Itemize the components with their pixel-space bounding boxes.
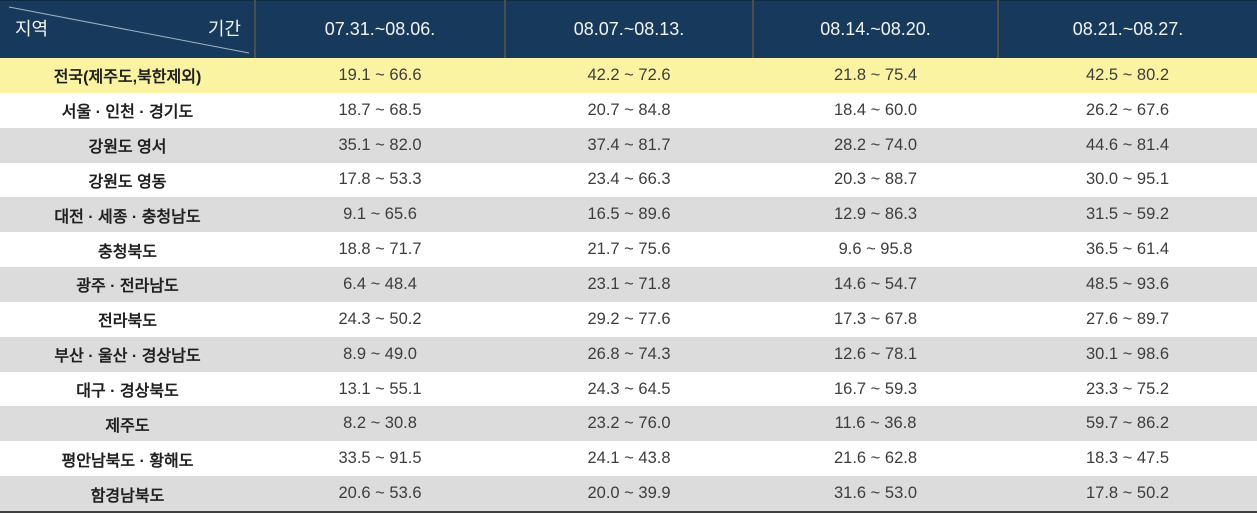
range-value-cell: 18.4 ~ 60.0 (753, 92, 998, 128)
range-value-cell: 33.5 ~ 91.5 (255, 441, 505, 477)
range-value-cell: 17.3 ~ 67.8 (753, 301, 998, 337)
range-value-cell: 18.8 ~ 71.7 (255, 232, 505, 268)
range-value-cell: 21.7 ~ 75.6 (505, 232, 753, 268)
range-value-cell: 31.5 ~ 59.2 (998, 197, 1257, 233)
table-row: 대구 · 경상북도 13.1 ~ 55.1 24.3 ~ 64.5 16.7 ~… (0, 371, 1257, 407)
region-name-cell: 함경남북도 (0, 476, 255, 513)
range-value-cell: 24.3 ~ 64.5 (505, 371, 753, 407)
region-name-cell: 평안남북도 · 황해도 (0, 441, 255, 477)
range-value-cell: 17.8 ~ 53.3 (255, 162, 505, 198)
region-name-cell: 대구 · 경상북도 (0, 371, 255, 407)
range-value-cell: 31.6 ~ 53.0 (753, 476, 998, 513)
table-row: 대전 · 세종 · 충청남도 9.1 ~ 65.6 16.5 ~ 89.6 12… (0, 197, 1257, 233)
range-value-cell: 44.6 ~ 81.4 (998, 127, 1257, 163)
table-row: 강원도 영서 35.1 ~ 82.0 37.4 ~ 81.7 28.2 ~ 74… (0, 127, 1257, 163)
range-value-cell: 14.6 ~ 54.7 (753, 267, 998, 302)
table-body: 전국(제주도,북한제외) 19.1 ~ 66.6 42.2 ~ 72.6 21.… (0, 58, 1257, 513)
range-value-cell: 20.0 ~ 39.9 (505, 476, 753, 513)
table-row: 강원도 영동 17.8 ~ 53.3 23.4 ~ 66.3 20.3 ~ 88… (0, 162, 1257, 198)
range-value-cell: 48.5 ~ 93.6 (998, 267, 1257, 302)
range-value-cell: 26.2 ~ 67.6 (998, 92, 1257, 128)
region-name-cell: 전국(제주도,북한제외) (0, 58, 255, 93)
range-value-cell: 18.7 ~ 68.5 (255, 92, 505, 128)
region-name-cell: 전라북도 (0, 301, 255, 337)
table-row: 부산 · 울산 · 경상남도 8.9 ~ 49.0 26.8 ~ 74.3 12… (0, 336, 1257, 372)
diagonal-divider (8, 6, 250, 54)
region-name-cell: 대전 · 세종 · 충청남도 (0, 197, 255, 233)
table-row-national-highlight: 전국(제주도,북한제외) 19.1 ~ 66.6 42.2 ~ 72.6 21.… (0, 58, 1257, 93)
range-value-cell: 16.7 ~ 59.3 (753, 371, 998, 407)
range-value-cell: 8.2 ~ 30.8 (255, 406, 505, 442)
period-column-header: 07.31.~08.06. (254, 0, 505, 58)
period-column-header: 08.14.~08.20. (752, 0, 998, 58)
range-value-cell: 6.4 ~ 48.4 (255, 267, 505, 302)
table-header: 지역 기간 07.31.~08.06. 08.07.~08.13. 08.14.… (0, 0, 1257, 58)
range-value-cell: 19.1 ~ 66.6 (255, 58, 505, 93)
range-value-cell: 8.9 ~ 49.0 (255, 336, 505, 372)
range-value-cell: 16.5 ~ 89.6 (505, 197, 753, 233)
range-value-cell: 20.6 ~ 53.6 (255, 476, 505, 513)
range-value-cell: 20.7 ~ 84.8 (505, 92, 753, 128)
region-name-cell: 강원도 영동 (0, 162, 255, 198)
range-value-cell: 24.3 ~ 50.2 (255, 301, 505, 337)
range-value-cell: 37.4 ~ 81.7 (505, 127, 753, 163)
range-value-cell: 36.5 ~ 61.4 (998, 232, 1257, 268)
range-value-cell: 30.0 ~ 95.1 (998, 162, 1257, 198)
table-row: 함경남북도 20.6 ~ 53.6 20.0 ~ 39.9 31.6 ~ 53.… (0, 476, 1257, 513)
range-value-cell: 23.4 ~ 66.3 (505, 162, 753, 198)
range-value-cell: 30.1 ~ 98.6 (998, 336, 1257, 372)
period-axis-label: 기간 (207, 19, 241, 39)
range-value-cell: 21.8 ~ 75.4 (753, 58, 998, 93)
range-value-cell: 59.7 ~ 86.2 (998, 406, 1257, 442)
range-value-cell: 29.2 ~ 77.6 (505, 301, 753, 337)
range-value-cell: 12.6 ~ 78.1 (753, 336, 998, 372)
range-value-cell: 35.1 ~ 82.0 (255, 127, 505, 163)
range-value-cell: 42.5 ~ 80.2 (998, 58, 1257, 93)
range-value-cell: 17.8 ~ 50.2 (998, 476, 1257, 513)
corner-header-cell: 지역 기간 (0, 0, 255, 58)
region-name-cell: 광주 · 전라남도 (0, 267, 255, 302)
range-value-cell: 18.3 ~ 47.5 (998, 441, 1257, 477)
region-name-cell: 서울 · 인천 · 경기도 (0, 92, 255, 128)
table-row: 전라북도 24.3 ~ 50.2 29.2 ~ 77.6 17.3 ~ 67.8… (0, 301, 1257, 337)
table-row: 서울 · 인천 · 경기도 18.7 ~ 68.5 20.7 ~ 84.8 18… (0, 92, 1257, 128)
header-row: 지역 기간 07.31.~08.06. 08.07.~08.13. 08.14.… (0, 0, 1257, 58)
table-row: 광주 · 전라남도 6.4 ~ 48.4 23.1 ~ 71.8 14.6 ~ … (0, 267, 1257, 302)
period-column-header: 08.21.~08.27. (997, 0, 1257, 58)
table-row: 제주도 8.2 ~ 30.8 23.2 ~ 76.0 11.6 ~ 36.8 5… (0, 406, 1257, 442)
table-row: 충청북도 18.8 ~ 71.7 21.7 ~ 75.6 9.6 ~ 95.8 … (0, 232, 1257, 268)
range-value-cell: 42.2 ~ 72.6 (505, 58, 753, 93)
range-value-cell: 13.1 ~ 55.1 (255, 371, 505, 407)
range-value-cell: 11.6 ~ 36.8 (753, 406, 998, 442)
region-axis-label: 지역 (15, 19, 49, 39)
range-value-cell: 23.2 ~ 76.0 (505, 406, 753, 442)
range-value-cell: 9.6 ~ 95.8 (753, 232, 998, 268)
range-value-cell: 12.9 ~ 86.3 (753, 197, 998, 233)
range-value-cell: 23.3 ~ 75.2 (998, 371, 1257, 407)
range-value-cell: 24.1 ~ 43.8 (505, 441, 753, 477)
region-name-cell: 제주도 (0, 406, 255, 442)
region-name-cell: 부산 · 울산 · 경상남도 (0, 336, 255, 372)
range-value-cell: 9.1 ~ 65.6 (255, 197, 505, 233)
range-value-cell: 20.3 ~ 88.7 (753, 162, 998, 198)
region-name-cell: 강원도 영서 (0, 127, 255, 163)
range-value-cell: 28.2 ~ 74.0 (753, 127, 998, 163)
range-value-cell: 23.1 ~ 71.8 (505, 267, 753, 302)
range-value-cell: 27.6 ~ 89.7 (998, 301, 1257, 337)
range-value-cell: 21.6 ~ 62.8 (753, 441, 998, 477)
period-column-header: 08.07.~08.13. (504, 0, 753, 58)
range-value-cell: 26.8 ~ 74.3 (505, 336, 753, 372)
table-row: 평안남북도 · 황해도 33.5 ~ 91.5 24.1 ~ 43.8 21.6… (0, 441, 1257, 477)
region-name-cell: 충청북도 (0, 232, 255, 268)
